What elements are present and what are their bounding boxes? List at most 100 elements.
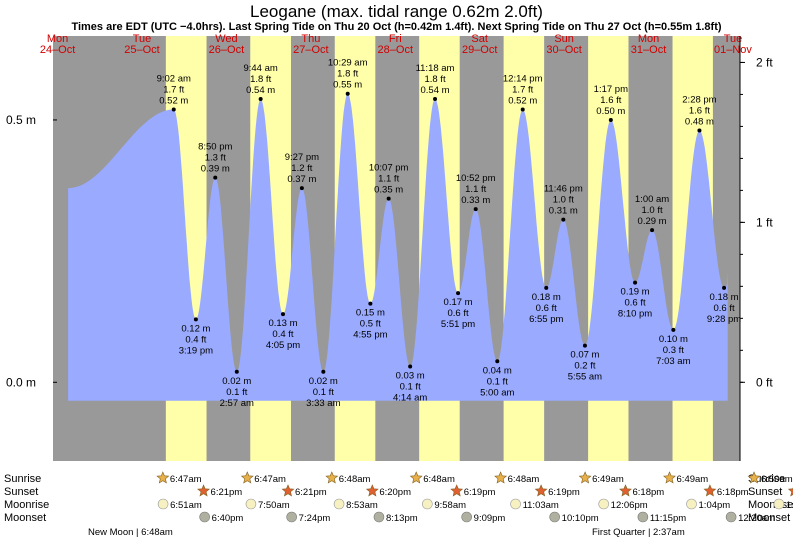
moonrise-icon [157, 498, 169, 510]
low-tide-label: 0.02 m0.1 ft3:33 am [306, 376, 340, 409]
day-name: Sat [471, 33, 488, 45]
high-tide-label: 10:29 am1.8 ft0.55 m [328, 58, 368, 91]
first-quarter-note: First Quarter | 2:37am [592, 527, 685, 538]
sunrise-event: 6:47am [240, 471, 286, 485]
tide-label-line: 1.2 ft [291, 163, 312, 174]
tide-label-line: 1.8 ft [250, 74, 271, 85]
high-tide-dot [433, 96, 438, 101]
moonset-time: 12:20am [738, 513, 775, 524]
sunset-icon [787, 487, 793, 497]
moonset-icon [637, 511, 649, 523]
tide-label-line: 4:14 am [393, 393, 427, 404]
low-tide-dot [582, 343, 587, 348]
day-date: 26–Oct [209, 44, 244, 56]
low-tide-dot [193, 317, 198, 322]
sunset-event: 6:21pm [281, 484, 327, 498]
tide-label-line: 0.07 m [570, 350, 599, 361]
tide-label-line: 1.3 ft [205, 153, 226, 164]
day-name: Thu [301, 33, 320, 45]
high-tide-dot [213, 175, 218, 180]
tide-label-line: 1.0 ft [641, 205, 662, 216]
moonrise-event: 6:51am [157, 498, 202, 511]
tide-label-line: 0.35 m [374, 185, 403, 196]
tide-label-line: 0.1 ft [226, 387, 247, 398]
high-tide-dot [258, 96, 263, 101]
moonset-icon [286, 511, 297, 523]
sunrise-time: 6:48am [339, 474, 371, 485]
moonrise-time: 8:53am [346, 500, 378, 511]
low-tide-label: 0.12 m0.4 ft3:19 pm [179, 323, 213, 356]
tide-label-line: 1.7 ft [163, 84, 184, 95]
sunset-icon [619, 484, 632, 497]
tide-label-line: 0.02 m [222, 376, 251, 387]
new-moon-note: New Moon | 6:48am [88, 527, 173, 538]
high-tide-dot [697, 128, 702, 133]
sunrise-time: 6:47am [170, 474, 202, 485]
tide-label-line: 0.18 m [710, 292, 739, 303]
day-date: 28–Oct [378, 44, 413, 56]
tide-label-line: 1.6 ft [600, 95, 621, 106]
tide-label-line: 12:14 pm [503, 73, 543, 84]
sunset-icon [450, 484, 464, 497]
moonset-time: 9:09pm [474, 513, 506, 524]
tide-label-line: 1.8 ft [337, 69, 358, 80]
moonrise-icon [422, 498, 433, 510]
tide-label-line: 1.1 ft [378, 174, 399, 185]
moonrise-time: 6:51am [170, 500, 202, 511]
tide-label-line: 1.0 ft [553, 195, 574, 206]
tide-label-line: 0.6 ft [536, 303, 557, 314]
left-tick-label: 0.5 m [6, 113, 36, 127]
moonrise-time: 7:50am [258, 500, 290, 511]
tide-label-line: 0.04 m [483, 365, 512, 376]
low-tide-dot [408, 364, 413, 369]
tide-label-line: 0.37 m [287, 174, 316, 185]
sunset-row-label-left: Sunset [4, 486, 38, 498]
high-tide-dot [650, 228, 655, 233]
moonrise-icon [773, 498, 785, 510]
tide-label-line: 0.6 ft [625, 298, 646, 309]
tide-label-line: 0.52 m [508, 95, 537, 106]
sunrise-row-label-left: Sunrise [4, 473, 41, 485]
low-tide-label: 0.07 m0.2 ft5:55 am [568, 350, 602, 383]
moonrise-row-label-left: Moonrise [4, 499, 49, 511]
tide-label-line: 0.48 m [685, 116, 714, 127]
sunrise-event: 6:48am [494, 471, 539, 485]
sunrise-icon [325, 471, 339, 484]
tide-label-line: 0.5 ft [360, 319, 381, 330]
right-tick-label: 2 ft [756, 55, 773, 69]
tide-label-line: 10:52 pm [456, 173, 496, 184]
low-tide-label: 0.03 m0.1 ft4:14 am [393, 371, 427, 404]
tide-label-line: 11:46 pm [544, 184, 583, 195]
tide-label-line: 0.1 ft [313, 387, 334, 398]
tide-label-line: 9:27 pm [285, 152, 319, 163]
day-name: Tue [724, 33, 743, 45]
tide-label-line: 5:55 am [568, 372, 602, 383]
sunrise-icon [156, 471, 170, 484]
sunrise-icon [578, 471, 592, 484]
low-tide-label: 0.10 m0.3 ft7:03 am [656, 334, 690, 367]
tide-label-line: 0.4 ft [272, 329, 293, 340]
moonset-row-label-right: Moonset [748, 512, 790, 524]
sunset-event: 6:20pm [365, 484, 411, 498]
high-tide-label: 11:46 pm1.0 ft0.31 m [544, 184, 583, 217]
tide-label-line: 5:00 am [480, 387, 514, 398]
moonset-event: 12:20am [725, 511, 775, 524]
low-tide-dot [456, 291, 461, 296]
sunset-icon [703, 484, 717, 497]
moonset-event: 9:09pm [461, 511, 506, 524]
sunrise-event: 6:47am [156, 471, 202, 485]
high-tide-dot [473, 207, 478, 212]
moonset-time: 6:40pm [212, 513, 244, 524]
moonrise-icon [245, 498, 257, 510]
high-tide-label: 9:27 pm1.2 ft0.37 m [285, 152, 319, 185]
moonset-icon [725, 511, 737, 523]
moonset-time: 8:13pm [386, 513, 418, 524]
sunset-time: 6:21pm [211, 487, 243, 498]
moonrise-icon [686, 498, 697, 510]
moonrise-event: 7:50am [245, 498, 290, 511]
sunrise-event: 6:50am [747, 471, 793, 485]
tide-label-line: 0.54 m [246, 85, 275, 96]
moonrise-event: 8:53am [333, 498, 378, 511]
